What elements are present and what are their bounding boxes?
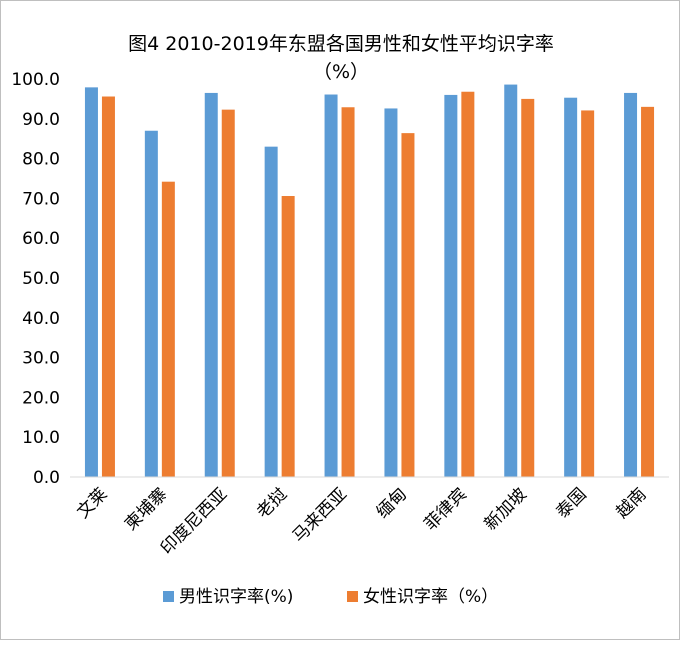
legend-label-female: 女性识字率（%） xyxy=(363,587,498,607)
bar-female-5 xyxy=(401,133,415,478)
bar-female-1 xyxy=(161,181,175,477)
bar-male-2 xyxy=(204,92,218,478)
bar-male-7 xyxy=(504,84,518,478)
y-tick-label: 60.0 xyxy=(22,229,60,249)
legend-label-male: 男性识字率(%) xyxy=(179,587,293,607)
y-tick-label: 90.0 xyxy=(22,110,60,130)
y-tick-label: 10.0 xyxy=(22,428,60,448)
chart-title: 图4 2010-2019年东盟各国男性和女性平均识字率 xyxy=(128,33,554,55)
y-tick-label: 0.0 xyxy=(33,468,60,488)
bar-male-6 xyxy=(444,94,458,478)
bar-female-9 xyxy=(641,106,655,478)
bar-female-4 xyxy=(341,107,355,478)
y-tick-label: 100.0 xyxy=(11,70,60,90)
x-category-label: 缅甸 xyxy=(373,484,411,522)
y-tick-label: 20.0 xyxy=(22,388,60,408)
bar-male-0 xyxy=(84,87,98,477)
bar-male-1 xyxy=(144,130,158,478)
x-category-label: 文莱 xyxy=(73,484,111,522)
bar-male-4 xyxy=(324,94,338,477)
y-tick-label: 50.0 xyxy=(22,269,60,289)
bar-female-7 xyxy=(521,98,535,478)
bar-male-8 xyxy=(564,97,578,478)
x-category-label: 菲律宾 xyxy=(421,484,471,534)
bar-male-9 xyxy=(624,92,638,478)
x-category-label: 柬埔寨 xyxy=(121,484,171,534)
x-category-label: 泰国 xyxy=(553,484,591,522)
bar-male-5 xyxy=(384,108,398,478)
bar-female-2 xyxy=(221,109,235,478)
bar-female-8 xyxy=(581,110,595,477)
bar-female-0 xyxy=(101,96,115,478)
y-axis: 0.0 10.0 20.0 30.0 40.0 50.0 60.0 70.0 80.0 90.0 1… xyxy=(11,70,60,488)
legend-swatch-female xyxy=(347,591,358,602)
y-tick-label: 70.0 xyxy=(22,189,60,209)
x-category-label: 马来西亚 xyxy=(289,484,351,546)
chart-subtitle: （%） xyxy=(313,61,369,83)
y-tick-label: 40.0 xyxy=(22,309,60,329)
y-tick-label: 80.0 xyxy=(22,150,60,170)
x-category-label: 老挝 xyxy=(253,484,291,522)
bar-female-6 xyxy=(461,91,475,478)
legend: 男性识字率(%) 女性识字率（%） xyxy=(163,587,498,607)
bar-female-3 xyxy=(281,196,295,477)
bars xyxy=(84,84,655,478)
bar-male-3 xyxy=(264,146,278,477)
x-category-label: 越南 xyxy=(612,484,650,522)
legend-swatch-male xyxy=(163,591,174,602)
x-category-label: 新加坡 xyxy=(481,484,531,534)
y-tick-label: 30.0 xyxy=(22,349,60,369)
